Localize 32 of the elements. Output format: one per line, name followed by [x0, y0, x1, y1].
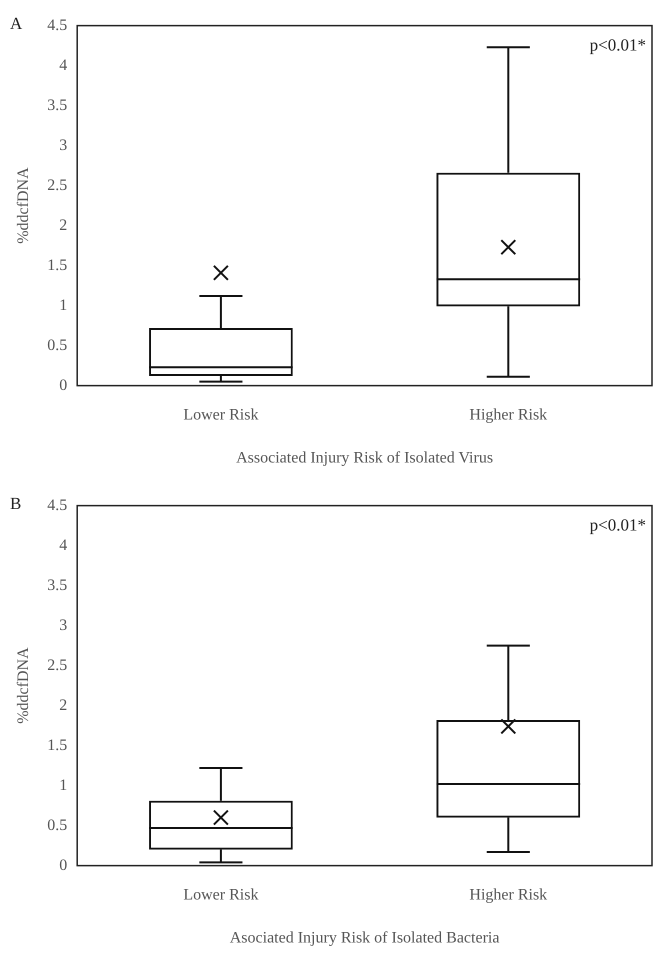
- annotation: p<0.01*: [590, 36, 646, 55]
- y-tick-label: 3: [59, 136, 68, 154]
- y-tick-label: 0: [59, 376, 68, 394]
- y-tick-label: 0: [59, 856, 68, 874]
- y-tick-label: 4.5: [47, 496, 68, 514]
- y-axis-title: %ddcfDNA: [14, 646, 32, 724]
- y-tick-label: 4: [59, 536, 68, 554]
- y-axis-title: %ddcfDNA: [14, 166, 32, 244]
- y-tick-label: 4: [59, 56, 68, 74]
- annotation: p<0.01*: [590, 516, 646, 535]
- x-tick-label: Lower Risk: [183, 406, 258, 424]
- x-tick-label: Higher Risk: [469, 886, 548, 904]
- y-tick-label: 0.5: [47, 336, 68, 354]
- y-tick-label: 2: [59, 216, 68, 234]
- y-tick-label: 3.5: [47, 576, 68, 594]
- y-tick-label: 2.5: [47, 176, 68, 194]
- y-tick-label: 3: [59, 616, 68, 634]
- y-tick-label: 2: [59, 696, 68, 714]
- chart-title: B: [10, 494, 22, 514]
- y-tick-label: 1: [59, 776, 68, 794]
- x-tick-label: Higher Risk: [469, 406, 548, 424]
- y-tick-label: 1.5: [47, 256, 68, 274]
- chart-title: A: [10, 14, 22, 34]
- y-tick-label: 3.5: [47, 96, 68, 114]
- x-axis-title: Associated Injury Risk of Isolated Virus: [236, 450, 494, 467]
- y-tick-label: 1: [59, 296, 68, 314]
- y-tick-label: 2.5: [47, 656, 68, 674]
- x-axis-title: Asociated Injury Risk of Isolated Bacteria: [230, 930, 500, 947]
- y-tick-label: 4.5: [47, 16, 68, 34]
- y-tick-label: 1.5: [47, 736, 68, 754]
- x-tick-label: Lower Risk: [183, 886, 258, 904]
- y-tick-label: 0.5: [47, 816, 68, 834]
